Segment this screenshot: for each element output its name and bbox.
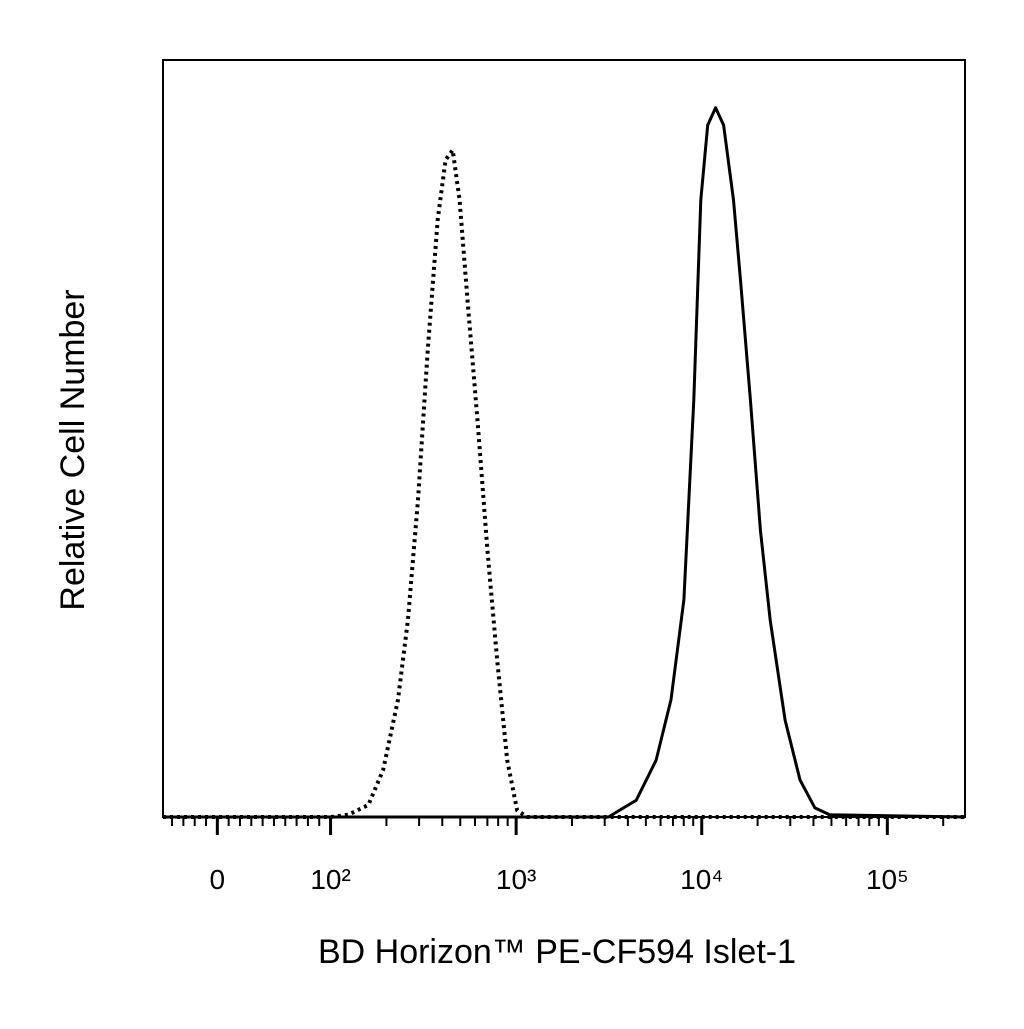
- histogram-line: [163, 148, 965, 819]
- x-tick-label: 10⁵: [866, 864, 909, 895]
- plot-frame: [162, 59, 966, 818]
- x-axis-label: BD Horizon™ PE-CF594 Islet-1: [318, 933, 796, 971]
- x-tick-label: 10⁴: [680, 864, 723, 895]
- histogram-line: [163, 106, 966, 819]
- x-tick-label: 10²: [310, 864, 350, 895]
- x-tick-label: 0: [210, 864, 226, 895]
- x-tick-label: 10³: [496, 864, 536, 895]
- y-axis-label: Relative Cell Number: [54, 289, 92, 610]
